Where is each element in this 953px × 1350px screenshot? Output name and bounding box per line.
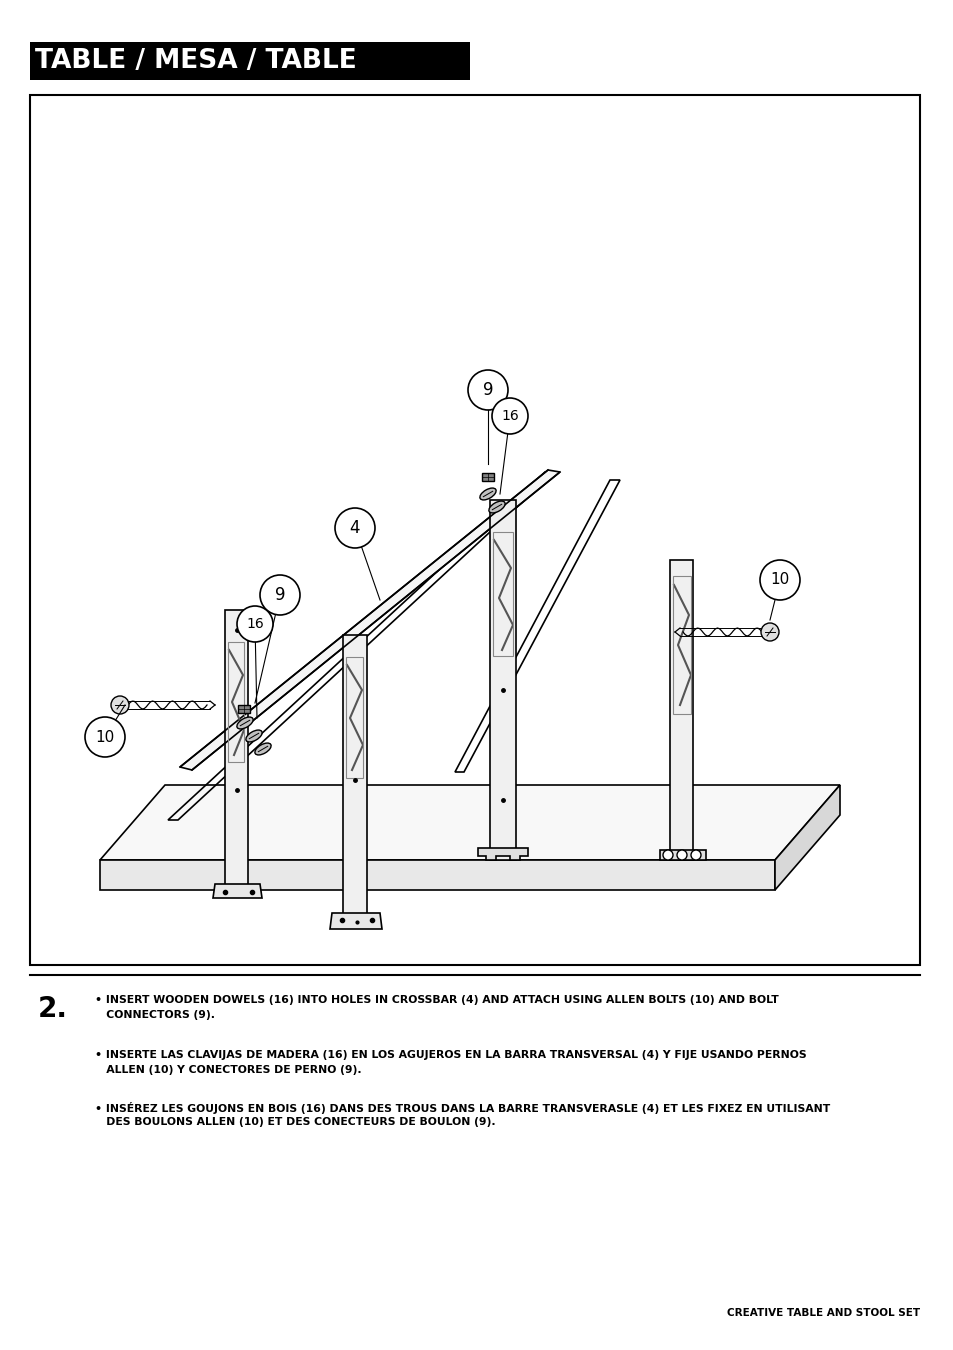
Polygon shape	[225, 610, 248, 892]
Circle shape	[260, 575, 299, 616]
Circle shape	[760, 560, 800, 599]
Text: 16: 16	[246, 617, 264, 630]
Ellipse shape	[246, 730, 262, 742]
Text: TABLE / MESA / TABLE: TABLE / MESA / TABLE	[35, 49, 356, 74]
Polygon shape	[490, 500, 516, 860]
Text: 9: 9	[482, 381, 493, 400]
Circle shape	[492, 398, 527, 433]
Circle shape	[111, 697, 129, 714]
Polygon shape	[100, 784, 840, 860]
Polygon shape	[343, 634, 367, 922]
Ellipse shape	[254, 743, 271, 755]
Bar	[30, 42, 470, 80]
Polygon shape	[213, 884, 262, 898]
Polygon shape	[180, 470, 559, 770]
Text: 10: 10	[770, 572, 789, 587]
Ellipse shape	[488, 501, 504, 513]
Text: 4: 4	[350, 518, 360, 537]
Circle shape	[85, 717, 125, 757]
Text: 2.: 2.	[38, 995, 68, 1023]
Text: • INSÉREZ LES GOUJONS EN BOIS (16) DANS DES TROUS DANS LA BARRE TRANSVERASLE (4): • INSÉREZ LES GOUJONS EN BOIS (16) DANS …	[95, 1102, 829, 1114]
Circle shape	[677, 850, 686, 860]
Polygon shape	[477, 848, 527, 860]
Ellipse shape	[236, 717, 253, 729]
Circle shape	[760, 622, 779, 641]
Text: CREATIVE TABLE AND STOOL SET: CREATIVE TABLE AND STOOL SET	[726, 1308, 919, 1318]
Polygon shape	[330, 913, 381, 929]
Polygon shape	[774, 784, 840, 890]
Circle shape	[662, 850, 672, 860]
Ellipse shape	[479, 489, 496, 500]
Text: 10: 10	[95, 729, 114, 744]
Text: ALLEN (10) Y CONECTORES DE PERNO (9).: ALLEN (10) Y CONECTORES DE PERNO (9).	[95, 1065, 361, 1075]
Bar	[30, 95, 919, 965]
Text: • INSERT WOODEN DOWELS (16) INTO HOLES IN CROSSBAR (4) AND ATTACH USING ALLEN BO: • INSERT WOODEN DOWELS (16) INTO HOLES I…	[95, 995, 778, 1004]
Bar	[481, 472, 494, 481]
Circle shape	[468, 370, 507, 410]
Circle shape	[236, 606, 273, 643]
Polygon shape	[659, 850, 705, 860]
Text: CONNECTORS (9).: CONNECTORS (9).	[95, 1010, 214, 1021]
Text: 9: 9	[274, 586, 285, 603]
Circle shape	[335, 508, 375, 548]
Circle shape	[690, 850, 700, 860]
Polygon shape	[100, 860, 774, 890]
Text: 16: 16	[500, 409, 518, 423]
Text: • INSERTE LAS CLAVIJAS DE MADERA (16) EN LOS AGUJEROS EN LA BARRA TRANSVERSAL (4: • INSERTE LAS CLAVIJAS DE MADERA (16) EN…	[95, 1050, 806, 1060]
Bar	[237, 705, 250, 713]
Polygon shape	[669, 560, 692, 860]
Text: DES BOULONS ALLEN (10) ET DES CONECTEURS DE BOULON (9).: DES BOULONS ALLEN (10) ET DES CONECTEURS…	[95, 1116, 496, 1127]
